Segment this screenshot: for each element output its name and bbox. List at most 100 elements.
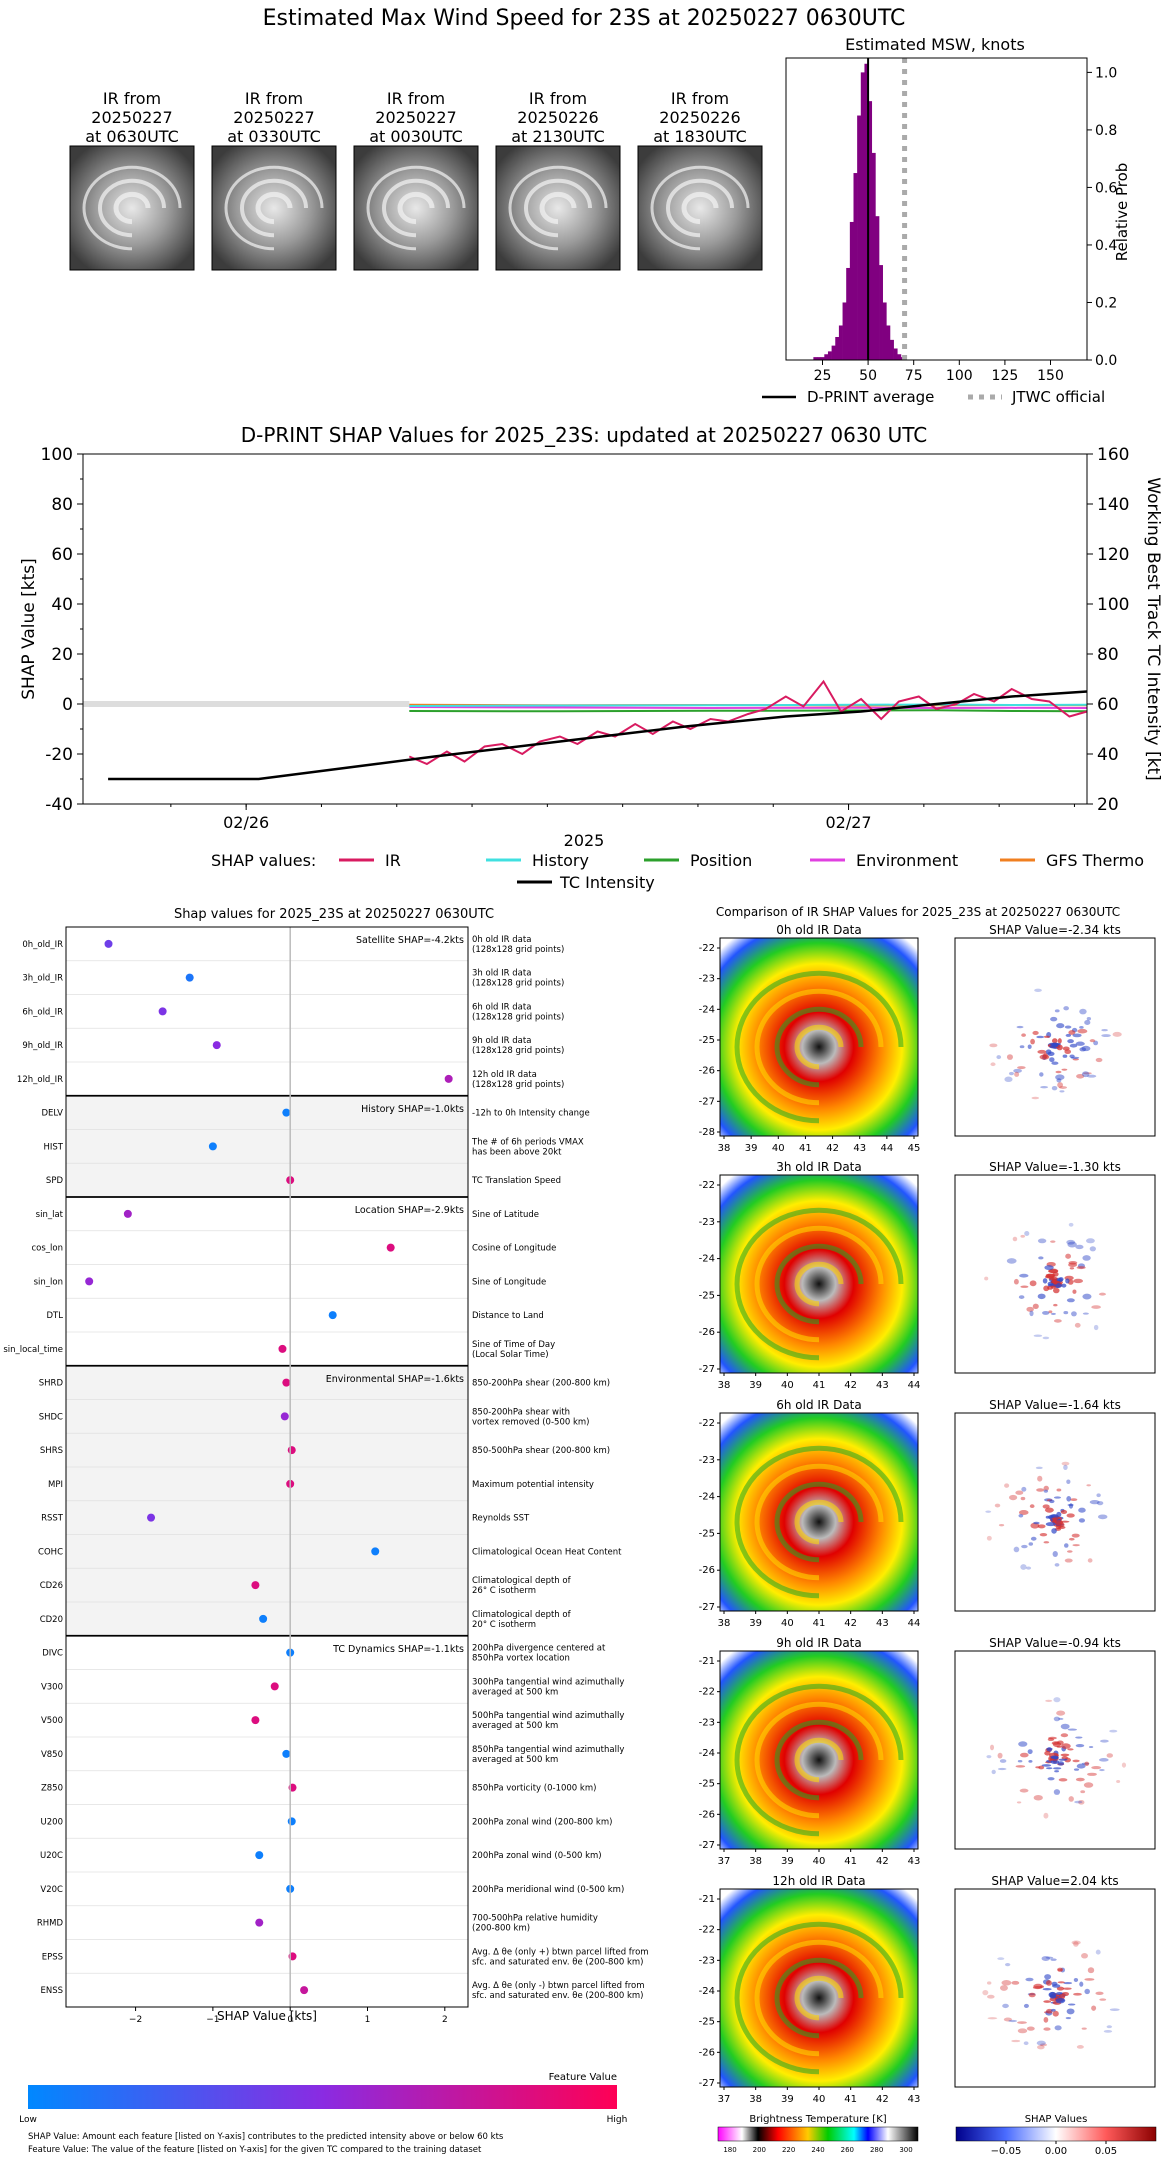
shap-speck [1063, 1981, 1073, 1985]
ir-ytick-label: -23 [699, 1455, 715, 1466]
shap-speck [1072, 1289, 1077, 1294]
legend-label: TC Intensity [559, 873, 655, 892]
feature-name: SHRS [40, 1446, 63, 1456]
feature-description: (128x128 grid points) [472, 1080, 564, 1090]
ir-xtick-label: 40 [813, 2094, 826, 2105]
shap-speck [1043, 1489, 1049, 1493]
ir-ytick-label: -26 [699, 1565, 715, 1576]
shap-speck [1057, 1082, 1064, 1088]
shap-speck [1011, 2039, 1021, 2043]
y2tick-label: 120 [1097, 545, 1129, 565]
histogram-bar [838, 325, 843, 360]
shap-speck [1078, 1507, 1086, 1513]
cloud-swirl [224, 165, 324, 251]
shap-speck [1037, 1238, 1047, 1244]
shap-speck [1093, 1324, 1099, 1331]
shap-speck [1061, 1283, 1067, 1288]
shap-speck [1057, 1717, 1064, 1720]
histogram-bar [893, 348, 898, 360]
histogram-frame [785, 57, 1088, 361]
shap-speck [1067, 1748, 1074, 1751]
ir-xtick-label: 37 [718, 2094, 731, 2105]
shap-speck [1053, 1303, 1058, 1307]
shap-speck [1054, 2025, 1062, 2031]
colorbar-low-label: Low [19, 2115, 37, 2125]
shap-speck [984, 1276, 989, 1281]
ir-spiral-band [734, 1445, 904, 1599]
legend-title: SHAP values: [211, 851, 316, 870]
shap-speck [1060, 1753, 1070, 1757]
ir-ytick-label: -23 [699, 1955, 715, 1966]
shap-speck [1078, 1799, 1085, 1805]
shap-speck [1091, 1305, 1101, 1309]
shap-speck [1084, 1988, 1090, 1995]
shap-speck [1015, 1490, 1024, 1495]
shap-speck [1096, 1493, 1101, 1498]
zero-band [83, 701, 410, 707]
shap-speck [1013, 1068, 1022, 1073]
shap-speck [1016, 1801, 1022, 1804]
feature-description: 200hPa zonal wind (200-800 km) [472, 1817, 612, 1827]
feature-name: cos_lon [31, 1244, 63, 1254]
ytick-label: -20 [45, 745, 73, 765]
shap-speck [1086, 1238, 1095, 1244]
shap-speck [1036, 2040, 1046, 2046]
timeseries-ylabel: SHAP Value [kts] [19, 558, 39, 700]
feature-description: (128x128 grid points) [472, 979, 564, 989]
ir-xtick-label: 44 [908, 1380, 921, 1391]
feature-point [287, 1446, 296, 1455]
shap-speck [1101, 1028, 1108, 1032]
histogram-bar [820, 357, 825, 360]
feature-description: 6h old IR data [472, 1002, 531, 1012]
shap-speck [1045, 1980, 1052, 1986]
shap-speck [1075, 1777, 1085, 1782]
shap-speck [1026, 1306, 1034, 1312]
ir-xtick-label: 43 [908, 2094, 921, 2105]
shap-speck [1042, 1504, 1050, 1509]
shap-speck [1039, 1054, 1050, 1060]
shap-speck [1025, 1977, 1034, 1982]
histogram-bar [824, 354, 829, 360]
feature-description: 850-500hPa shear (200-800 km) [472, 1446, 610, 1456]
feature-description: 9h old IR data [472, 1036, 531, 1046]
msw-histogram: Estimated MSW, knots Relative Prob 25 50 7… [762, 35, 1131, 406]
histogram-xtick-label: 25 [814, 368, 832, 384]
shap-speck [1029, 1504, 1035, 1509]
histogram-ytick-label: 0.0 [1095, 353, 1117, 369]
feature-point [251, 1716, 260, 1725]
ir-ytick-label: -22 [699, 1180, 715, 1191]
feature-description: Cosine of Longitude [472, 1244, 556, 1254]
shap-speck [1076, 1073, 1085, 1079]
shap-speck [1043, 1541, 1050, 1544]
shap-speck [1051, 1061, 1059, 1065]
shap-speck [1100, 1739, 1109, 1743]
shap-speck [1013, 1278, 1019, 1285]
ir-panel-image [720, 1651, 918, 1849]
shap-speck [1067, 1241, 1077, 1248]
ir-panel-title: 0h old IR Data [776, 923, 862, 937]
shap-speck [1023, 2041, 1029, 2046]
shap-speck [1059, 1090, 1065, 1093]
feature-description: 3h old IR data [472, 969, 531, 979]
shap-speck [1039, 1533, 1048, 1537]
feature-name: sin_lon [34, 1277, 63, 1287]
shap-speck [1030, 1038, 1035, 1045]
ir-spiral-band [774, 1006, 864, 1088]
ir-xtick-label: 38 [749, 2094, 762, 2105]
cloud-swirl [82, 165, 182, 251]
shap-speck [1044, 1507, 1054, 1513]
shap-speck [1064, 1543, 1069, 1548]
ir-xtick-label: 38 [749, 1856, 762, 1867]
feature-description: (128x128 grid points) [472, 1012, 564, 1022]
ir-ytick-label: -26 [699, 1809, 715, 1820]
ir-ytick-label: -27 [699, 1602, 715, 1613]
shap-speck [1051, 1085, 1058, 1091]
shap-speck [1109, 1729, 1118, 1733]
cloud-swirl [382, 178, 450, 238]
shap-speck [1065, 2016, 1072, 2020]
feature-point [255, 1851, 264, 1860]
cloud-swirl [650, 165, 750, 251]
shap-speck [1082, 1312, 1089, 1315]
shap-panel-title: SHAP Value=2.04 kts [991, 1874, 1118, 1888]
shap-speck [997, 1752, 1003, 1759]
